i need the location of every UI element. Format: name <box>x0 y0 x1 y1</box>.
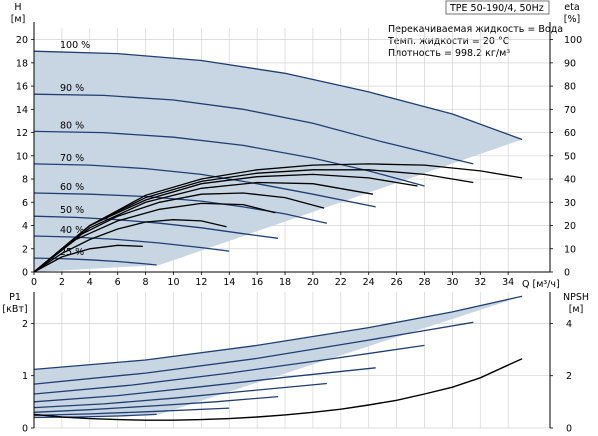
x-tick-label: 20 <box>307 277 319 288</box>
efficiency-curve-2 <box>33 169 474 273</box>
x-tick-label: 30 <box>446 277 458 288</box>
head-curve-40pct <box>33 235 230 252</box>
power-curve-60pct <box>33 382 327 409</box>
top-y-tick-label: 0 <box>22 268 28 279</box>
head-curve-70pct <box>33 163 376 208</box>
power-curve-50pct <box>33 395 279 413</box>
bottom-y-tick-label: 2 <box>22 319 28 330</box>
speed-label: 90 % <box>60 83 84 94</box>
x-tick-label: 10 <box>167 277 179 288</box>
power-curve-100pct <box>33 295 523 371</box>
x-tick-label: 18 <box>279 277 291 288</box>
top-y2-tick-label: 30 <box>564 198 576 209</box>
top-y-tick-label: 18 <box>16 58 28 69</box>
efficiency-curve-7 <box>33 219 227 273</box>
head-curve-25pct <box>33 257 157 266</box>
top-y2-tick-label: 80 <box>564 82 576 93</box>
efficiency-curve-5 <box>33 192 325 273</box>
bottom-y-axis-label: P1 <box>9 292 21 303</box>
head-curve-60pct <box>33 192 328 224</box>
power-curve-25pct <box>33 413 157 419</box>
head-curve-80pct <box>33 130 425 187</box>
speed-label: 100 % <box>60 40 90 51</box>
x-tick-label: 26 <box>391 277 403 288</box>
x-tick-label: 32 <box>474 277 486 288</box>
x-tick-label: 4 <box>87 277 93 288</box>
top-y2-axis-unit: [%] <box>564 14 580 25</box>
top-y2-tick-label: 100 <box>564 35 582 46</box>
top-y-tick-label: 2 <box>22 244 28 255</box>
x-tick-label: 22 <box>335 277 347 288</box>
speed-label: 70 % <box>60 153 84 164</box>
bottom-y2-axis-label: NPSH <box>563 292 589 303</box>
head-curve-50pct <box>33 215 279 239</box>
x-tick-label: 6 <box>115 277 121 288</box>
bottom-y-axis-unit: [кВт] <box>2 304 27 315</box>
speed-label: 25 % <box>60 247 84 258</box>
efficiency-curve-1 <box>33 163 523 273</box>
x-axis-label: Q [м³/ч] <box>522 279 560 290</box>
power-curve-40pct <box>33 407 230 417</box>
top-y2-tick-label: 90 <box>564 58 576 69</box>
top-y2-tick-label: 20 <box>564 221 576 232</box>
operating-envelope <box>34 51 523 273</box>
top-y-tick-label: 4 <box>22 221 28 232</box>
bottom-y2-tick-label: 0 <box>566 424 572 435</box>
x-tick-label: 16 <box>251 277 263 288</box>
speed-label: 50 % <box>60 205 84 216</box>
top-y2-axis-label: eta <box>564 2 579 13</box>
x-tick-label: 2 <box>59 277 65 288</box>
power-curve-70pct <box>33 367 376 403</box>
power-envelope <box>34 296 523 418</box>
speed-label: 40 % <box>60 225 84 236</box>
bottom-y2-tick-label: 4 <box>566 319 572 330</box>
bottom-y-tick-label: 0 <box>22 424 28 435</box>
efficiency-curve-6 <box>33 202 276 273</box>
head-efficiency-panel: 100 %90 %80 %70 %60 %50 %40 %25 %0246810… <box>16 22 582 288</box>
top-y2-tick-label: 70 <box>564 105 576 116</box>
top-y2-tick-label: 40 <box>564 175 576 186</box>
top-y2-tick-label: 0 <box>564 268 570 279</box>
x-tick-label: 14 <box>223 277 235 288</box>
bottom-y2-axis-unit: [м] <box>569 304 584 315</box>
speed-label: 80 % <box>60 120 84 131</box>
npsh-curve <box>33 358 523 421</box>
speed-label: 60 % <box>60 182 84 193</box>
power-npsh-panel: 0 1 2 0 2 4 <box>22 292 572 435</box>
head-curve-90pct <box>33 93 474 165</box>
x-tick-label: 28 <box>418 277 430 288</box>
title-box <box>445 0 550 15</box>
bottom-y2-tick-label: 2 <box>566 371 572 382</box>
x-tick-label: 24 <box>363 277 375 288</box>
top-y-tick-label: 8 <box>22 175 28 186</box>
efficiency-curve-8 <box>33 244 143 273</box>
top-y-tick-label: 14 <box>16 105 28 116</box>
efficiency-curve-4 <box>33 181 374 273</box>
top-y-axis-label: H <box>14 2 21 13</box>
top-y-tick-label: 20 <box>16 35 28 46</box>
bottom-y-tick-label: 1 <box>22 371 28 382</box>
x-tick-label: 0 <box>31 277 37 288</box>
top-y-tick-label: 12 <box>16 128 28 139</box>
chart-title: TPE 50-190/4, 50Hz <box>449 3 544 14</box>
top-y2-tick-label: 10 <box>564 244 576 255</box>
info-line-density: Плотность = 998.2 кг/м³ <box>388 48 510 59</box>
info-line-temp: Темп. жидкости = 20 °C <box>387 36 510 47</box>
top-y-tick-label: 6 <box>22 198 28 209</box>
efficiency-curve-3 <box>33 173 418 273</box>
head-curve-100pct <box>33 50 523 141</box>
x-tick-label: 12 <box>195 277 207 288</box>
power-curve-80pct <box>33 344 425 395</box>
top-y2-tick-label: 60 <box>564 128 576 139</box>
top-y-tick-label: 16 <box>16 82 28 93</box>
top-y2-tick-label: 50 <box>564 151 576 162</box>
x-tick-label: 34 <box>502 277 514 288</box>
power-curve-90pct <box>33 321 474 385</box>
info-line-fluid: Перекачиваемая жидкость = Вода <box>388 24 563 35</box>
x-tick-label: 8 <box>143 277 149 288</box>
top-y-tick-label: 10 <box>16 151 28 162</box>
top-y-axis-unit: [м] <box>11 14 26 25</box>
